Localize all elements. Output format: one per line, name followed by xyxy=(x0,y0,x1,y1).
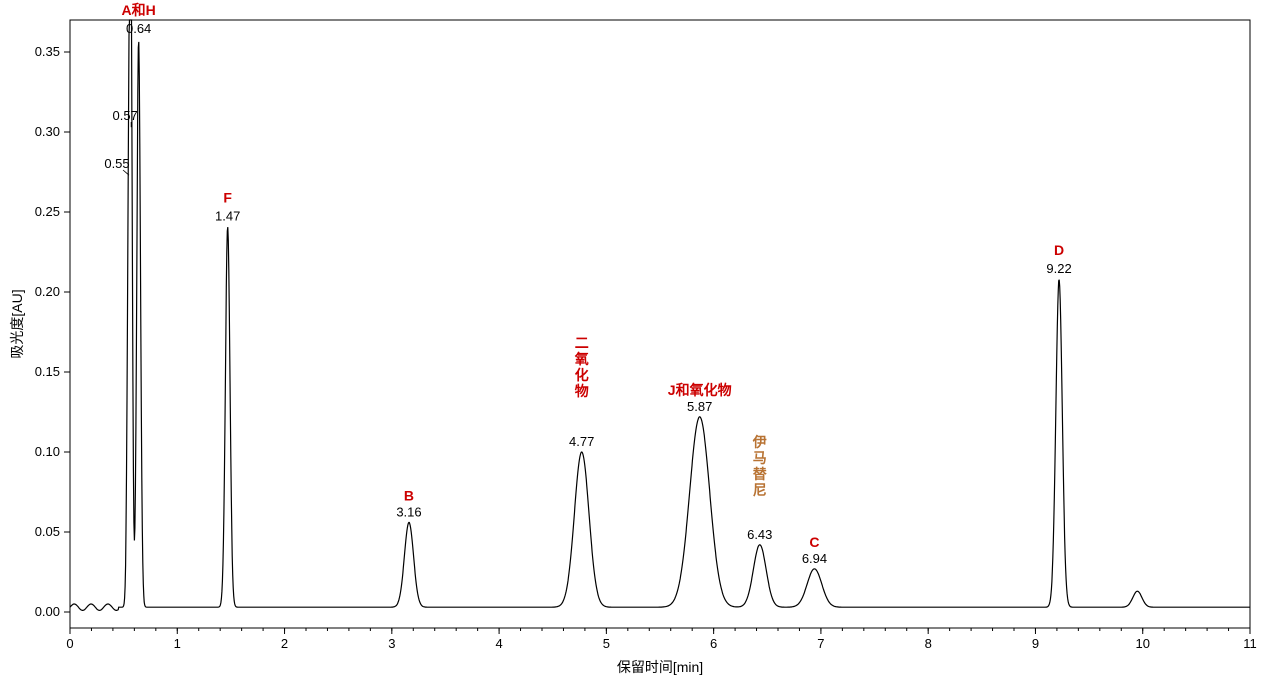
svg-text:F: F xyxy=(223,189,232,205)
svg-text:0.00: 0.00 xyxy=(35,604,60,619)
svg-text:0: 0 xyxy=(66,636,73,651)
svg-text:6.94: 6.94 xyxy=(802,551,827,566)
svg-text:5.87: 5.87 xyxy=(687,399,712,414)
svg-text:0.30: 0.30 xyxy=(35,124,60,139)
svg-text:保留时间[min]: 保留时间[min] xyxy=(617,659,703,675)
svg-text:0.55: 0.55 xyxy=(104,156,129,171)
svg-text:0.35: 0.35 xyxy=(35,44,60,59)
svg-text:吸光度[AU]: 吸光度[AU] xyxy=(9,289,25,358)
svg-text:二氧化物: 二氧化物 xyxy=(574,335,589,399)
svg-text:J和氧化物: J和氧化物 xyxy=(668,382,732,398)
svg-text:9.22: 9.22 xyxy=(1046,261,1071,276)
svg-text:0.64: 0.64 xyxy=(126,21,151,36)
svg-text:0.20: 0.20 xyxy=(35,284,60,299)
svg-text:11: 11 xyxy=(1243,636,1257,651)
chromatogram-chart: 0 1 2 3 4 5 6 7 8 9 10 11 0.00 0.05 0.10 0.15 0.20 0.25 0.… xyxy=(0,0,1280,688)
svg-text:A和H: A和H xyxy=(122,2,156,18)
svg-text:5: 5 xyxy=(603,636,610,651)
svg-text:3: 3 xyxy=(388,636,395,651)
svg-text:0.57: 0.57 xyxy=(112,108,137,123)
svg-text:3.16: 3.16 xyxy=(396,504,421,519)
svg-text:B: B xyxy=(404,487,414,503)
svg-text:4: 4 xyxy=(495,636,502,651)
svg-text:伊马替尼: 伊马替尼 xyxy=(752,434,768,498)
svg-text:1: 1 xyxy=(174,636,181,651)
svg-text:10: 10 xyxy=(1135,636,1149,651)
svg-text:6: 6 xyxy=(710,636,717,651)
svg-text:0.10: 0.10 xyxy=(35,444,60,459)
svg-text:6.43: 6.43 xyxy=(747,527,772,542)
svg-text:D: D xyxy=(1054,242,1064,258)
svg-text:0.25: 0.25 xyxy=(35,204,60,219)
svg-text:7: 7 xyxy=(817,636,824,651)
svg-text:0.05: 0.05 xyxy=(35,524,60,539)
chart-svg: 0 1 2 3 4 5 6 7 8 9 10 11 0.00 0.05 0.10 0.15 0.20 0.25 0.… xyxy=(0,0,1280,688)
svg-text:C: C xyxy=(809,534,819,550)
svg-text:2: 2 xyxy=(281,636,288,651)
svg-text:0.15: 0.15 xyxy=(35,364,60,379)
svg-text:8: 8 xyxy=(925,636,932,651)
svg-text:9: 9 xyxy=(1032,636,1039,651)
svg-text:1.47: 1.47 xyxy=(215,208,240,223)
svg-text:4.77: 4.77 xyxy=(569,434,594,449)
